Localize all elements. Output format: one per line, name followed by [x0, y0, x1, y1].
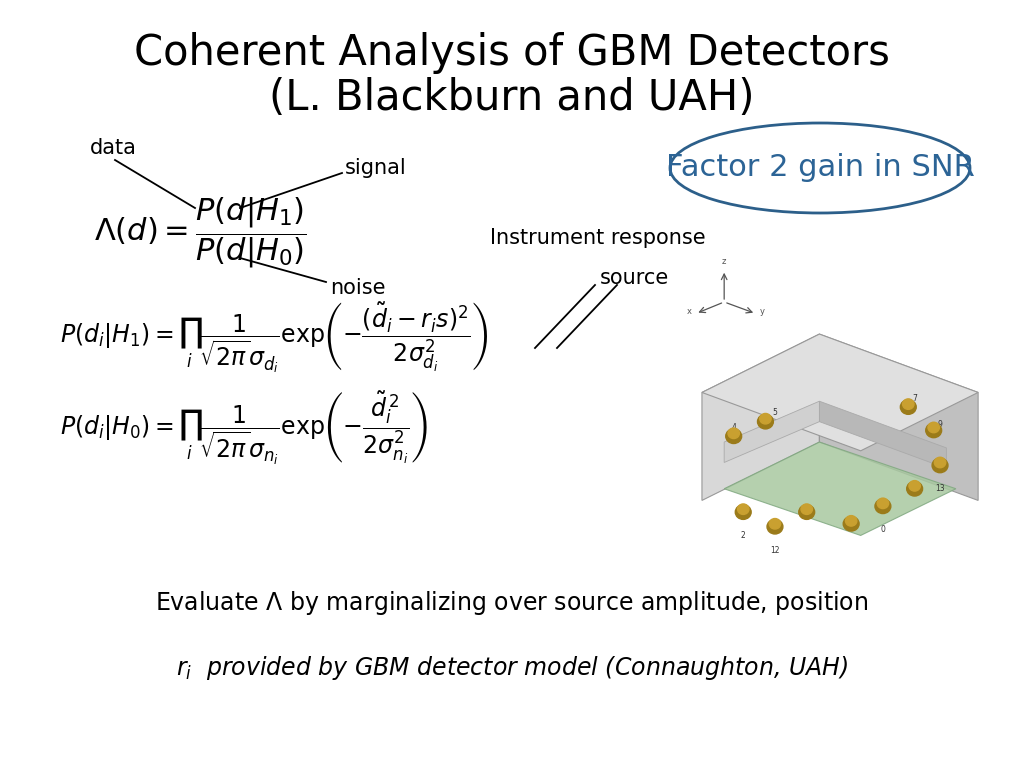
Circle shape	[932, 458, 948, 473]
Text: Factor 2 gain in SNR: Factor 2 gain in SNR	[666, 154, 975, 183]
Text: $r_i$  provided by GBM detector model (Connaughton, UAH): $r_i$ provided by GBM detector model (Co…	[176, 654, 848, 682]
Circle shape	[843, 516, 859, 531]
Circle shape	[902, 399, 914, 409]
Circle shape	[760, 413, 771, 424]
Text: Coherent Analysis of GBM Detectors: Coherent Analysis of GBM Detectors	[134, 32, 890, 74]
Text: Evaluate $\Lambda$ by marginalizing over source amplitude, position: Evaluate $\Lambda$ by marginalizing over…	[156, 589, 868, 617]
Circle shape	[735, 505, 752, 519]
Circle shape	[726, 429, 741, 444]
Text: 0: 0	[881, 525, 886, 534]
Circle shape	[906, 482, 923, 496]
Polygon shape	[702, 334, 978, 451]
Circle shape	[846, 515, 857, 526]
Polygon shape	[724, 401, 819, 462]
Text: y: y	[760, 306, 765, 316]
Text: z: z	[722, 257, 726, 266]
Circle shape	[874, 499, 891, 514]
Circle shape	[737, 504, 749, 515]
Text: 12: 12	[770, 545, 779, 554]
Polygon shape	[819, 401, 946, 468]
Text: 4: 4	[731, 423, 736, 432]
Circle shape	[934, 457, 946, 468]
Circle shape	[799, 505, 815, 519]
Text: 2: 2	[740, 531, 745, 540]
Text: Instrument response: Instrument response	[490, 228, 706, 248]
Text: 5: 5	[772, 409, 777, 417]
Text: $\Lambda(d) = \dfrac{P(d|H_1)}{P(d|H_0)}$: $\Lambda(d) = \dfrac{P(d|H_1)}{P(d|H_0)}…	[93, 196, 306, 270]
Polygon shape	[819, 334, 978, 501]
Polygon shape	[702, 334, 819, 501]
Text: $P(d_i|H_0) = \prod_i \dfrac{1}{\sqrt{2\pi}\sigma_{n_i}} \exp\!\left(-\dfrac{\ti: $P(d_i|H_0) = \prod_i \dfrac{1}{\sqrt{2\…	[60, 389, 428, 467]
Circle shape	[728, 428, 739, 439]
Text: noise: noise	[330, 278, 385, 298]
Text: data: data	[90, 138, 137, 158]
Text: 7: 7	[912, 394, 918, 402]
Text: 9: 9	[938, 420, 942, 429]
Polygon shape	[724, 442, 956, 535]
Circle shape	[769, 518, 780, 529]
Text: x: x	[687, 306, 692, 316]
Circle shape	[801, 504, 812, 515]
Text: source: source	[600, 268, 670, 288]
Text: 13: 13	[935, 485, 945, 493]
Circle shape	[928, 422, 939, 432]
Circle shape	[909, 481, 921, 491]
Circle shape	[900, 399, 916, 415]
Text: (L. Blackburn and UAH): (L. Blackburn and UAH)	[269, 77, 755, 119]
Circle shape	[878, 498, 889, 508]
Text: $P(d_i|H_1) = \prod_i \dfrac{1}{\sqrt{2\pi}\sigma_{d_i}} \exp\!\left(-\dfrac{(\t: $P(d_i|H_1) = \prod_i \dfrac{1}{\sqrt{2\…	[60, 300, 488, 376]
Circle shape	[758, 415, 773, 429]
Circle shape	[767, 519, 783, 534]
Circle shape	[926, 423, 942, 438]
Ellipse shape	[670, 123, 970, 213]
Text: signal: signal	[345, 158, 407, 178]
